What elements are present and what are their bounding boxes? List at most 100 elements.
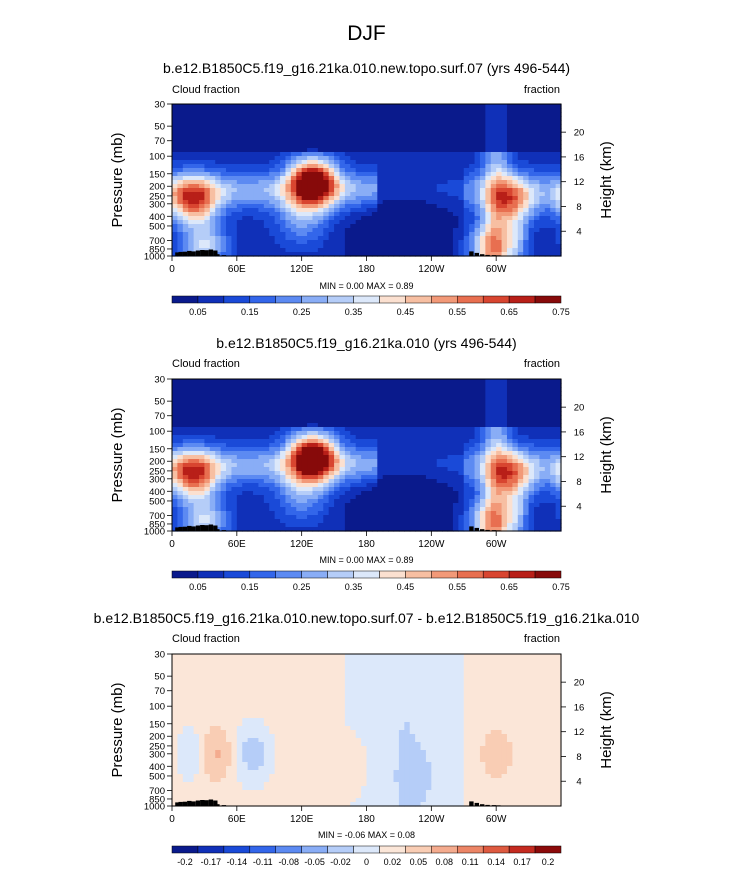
heat-cell xyxy=(339,220,346,225)
heat-cell xyxy=(469,120,476,125)
heat-cell xyxy=(393,379,400,384)
heat-cell xyxy=(452,395,459,400)
heat-cell xyxy=(366,144,373,149)
heat-cell xyxy=(328,144,335,149)
heat-cell xyxy=(344,204,351,209)
heat-cell xyxy=(317,208,324,213)
heat-cell xyxy=(350,116,357,121)
heat-cell xyxy=(474,152,481,157)
heat-cell xyxy=(344,220,351,225)
heat-cell xyxy=(442,427,449,432)
heat-cell xyxy=(398,419,405,424)
heat-cell xyxy=(398,196,405,201)
heat-cell xyxy=(361,407,368,412)
heat-cell xyxy=(355,383,362,388)
heat-cell xyxy=(490,451,497,456)
heat-cell xyxy=(323,224,330,229)
heat-cell xyxy=(307,387,314,392)
heat-cell xyxy=(420,152,427,157)
heat-cell xyxy=(231,128,238,133)
heat-cell xyxy=(371,172,378,177)
heat-cell xyxy=(485,248,492,253)
heat-cell xyxy=(274,383,281,388)
heat-cell xyxy=(242,411,249,416)
heat-cell xyxy=(436,383,443,388)
heat-cell xyxy=(496,415,503,420)
height-tick-label: 20 xyxy=(574,128,585,139)
heat-cell xyxy=(258,164,265,169)
heat-cell xyxy=(182,487,189,492)
heat-cell xyxy=(555,455,562,460)
heat-cell xyxy=(447,136,454,141)
heat-cell xyxy=(242,252,249,257)
heat-cell xyxy=(452,391,459,396)
heat-cell xyxy=(274,244,281,249)
heat-cell xyxy=(479,391,486,396)
heat-cell xyxy=(328,455,335,460)
heat-cell xyxy=(339,120,346,125)
heat-cell xyxy=(404,463,411,468)
heat-cell xyxy=(258,232,265,237)
heat-cell xyxy=(431,427,438,432)
heat-cell xyxy=(350,136,357,141)
heat-cell xyxy=(533,168,540,173)
heat-cell xyxy=(172,184,178,189)
heat-cell xyxy=(371,487,378,492)
heat-cell xyxy=(512,431,519,436)
heat-cell xyxy=(317,463,324,468)
heat-cell xyxy=(398,200,405,205)
heat-cell xyxy=(188,411,195,416)
heat-cell xyxy=(177,168,184,173)
heat-cell xyxy=(231,212,238,217)
heat-cell xyxy=(398,148,405,153)
heat-cell xyxy=(323,475,330,480)
heat-cell xyxy=(415,451,422,456)
heat-cell xyxy=(452,116,459,121)
heat-cell xyxy=(188,463,195,468)
heat-cell xyxy=(533,475,540,480)
heat-cell xyxy=(193,463,200,468)
heat-cell xyxy=(474,108,481,113)
heat-cell xyxy=(366,244,373,249)
heat-cell xyxy=(296,204,303,209)
heat-cell xyxy=(550,212,557,217)
heat-cell xyxy=(555,403,562,408)
heat-cell xyxy=(415,232,422,237)
heat-cell xyxy=(209,379,216,384)
heat-cell xyxy=(485,244,492,249)
heat-cell xyxy=(220,459,227,464)
heat-cell xyxy=(544,391,551,396)
heat-cell xyxy=(442,435,449,440)
heat-cell xyxy=(490,208,497,213)
heat-cell xyxy=(215,491,222,496)
heat-cell xyxy=(496,463,503,468)
heat-cell xyxy=(236,491,243,496)
heat-cell xyxy=(463,232,470,237)
heat-cell xyxy=(436,144,443,149)
heat-cell xyxy=(339,447,346,452)
heat-cell xyxy=(188,160,195,165)
heat-cell xyxy=(550,116,557,121)
heat-cell xyxy=(350,435,357,440)
heat-cell xyxy=(258,208,265,213)
heat-cell xyxy=(501,232,508,237)
heat-cell xyxy=(523,108,530,113)
heat-cell xyxy=(344,188,351,193)
heat-cell xyxy=(517,471,524,476)
heat-cell xyxy=(377,479,384,484)
heat-cell xyxy=(523,391,530,396)
heat-cell xyxy=(253,240,260,245)
heat-cell xyxy=(344,423,351,428)
heat-cell xyxy=(452,124,459,129)
heat-cell xyxy=(296,172,303,177)
heat-cell xyxy=(539,116,546,121)
heat-cell xyxy=(296,471,303,476)
heat-cell xyxy=(301,108,308,113)
heat-cell xyxy=(533,148,540,153)
heat-cell xyxy=(193,136,200,141)
heat-cell xyxy=(317,108,324,113)
heat-cell xyxy=(490,379,497,384)
heat-cell xyxy=(550,455,557,460)
heat-cell xyxy=(253,120,260,125)
heat-cell xyxy=(242,439,249,444)
